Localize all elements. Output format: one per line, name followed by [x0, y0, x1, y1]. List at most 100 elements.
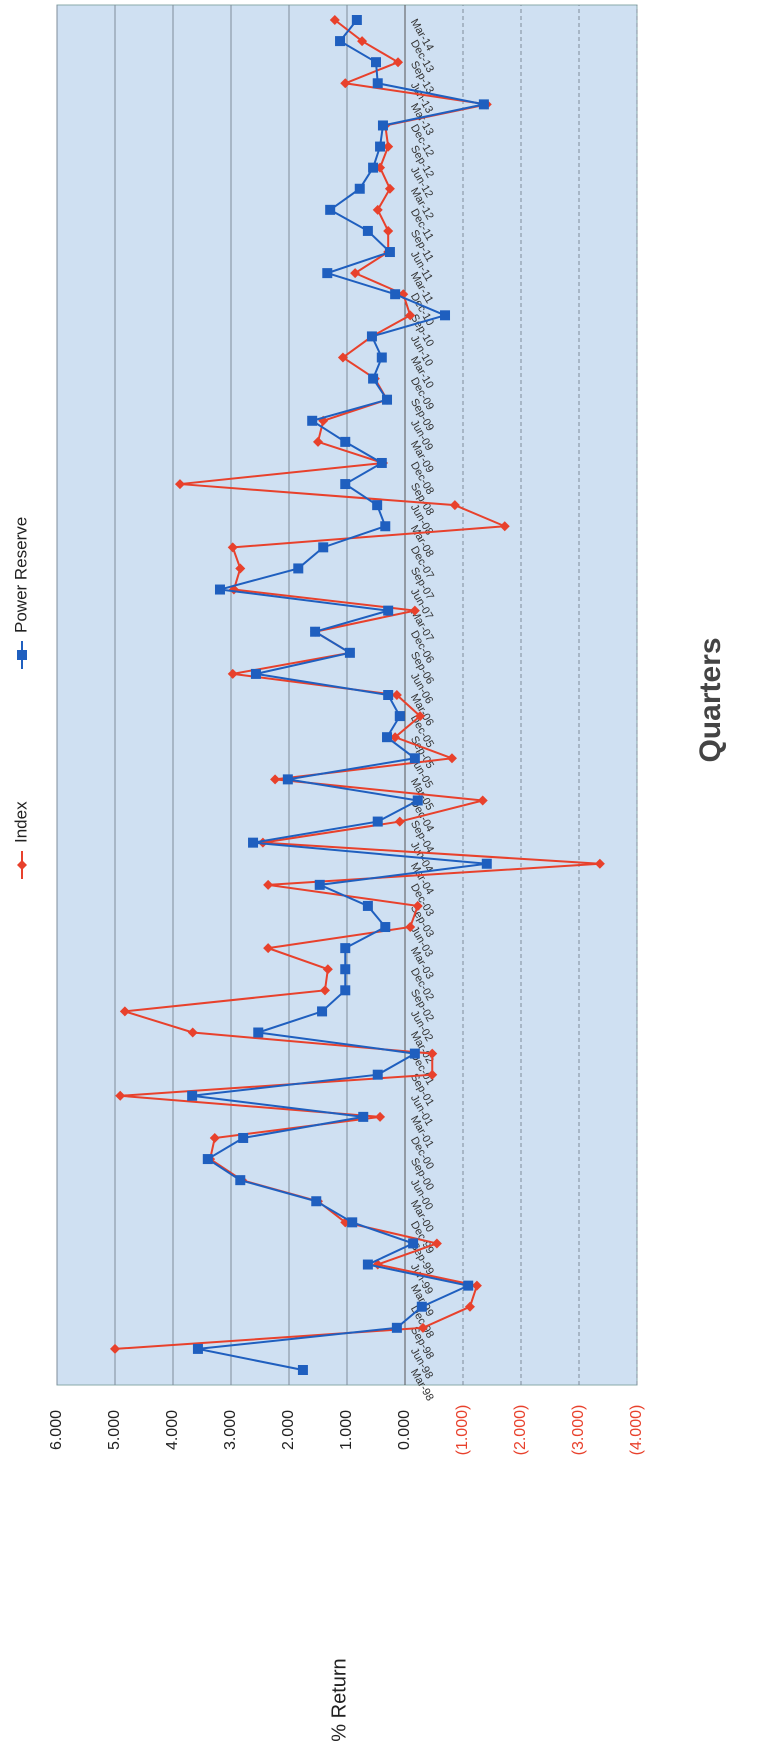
- y-tick-label: 0.000: [396, 1410, 413, 1450]
- point: [329, 15, 340, 25]
- point: [415, 711, 426, 722]
- point: [192, 1343, 203, 1354]
- point: [440, 310, 451, 321]
- point: [227, 542, 238, 553]
- point: [235, 1175, 246, 1186]
- point: [372, 204, 383, 215]
- point: [427, 1069, 438, 1080]
- point: [371, 57, 381, 68]
- point: [340, 78, 351, 89]
- series-line: [114, 19, 600, 1350]
- point: [310, 626, 321, 637]
- point: [340, 985, 351, 996]
- point: [446, 753, 457, 764]
- point: [340, 964, 351, 975]
- point: [394, 816, 405, 827]
- point: [393, 57, 404, 68]
- point: [463, 1280, 474, 1291]
- point: [335, 36, 346, 47]
- y-tick-label: 5.000: [106, 1410, 123, 1450]
- point: [417, 1322, 428, 1333]
- point: [350, 268, 361, 279]
- point: [372, 1069, 383, 1080]
- legend-marker: [17, 860, 27, 870]
- y-tick-label: (1.000): [454, 1405, 471, 1456]
- point: [409, 605, 420, 616]
- point: [362, 900, 373, 911]
- point: [187, 1027, 198, 1038]
- point: [416, 1301, 427, 1312]
- point: [227, 668, 238, 679]
- point: [115, 1090, 126, 1101]
- point: [499, 521, 510, 532]
- point: [471, 1280, 482, 1291]
- point: [383, 225, 394, 236]
- point: [382, 732, 393, 743]
- point: [322, 268, 333, 279]
- point: [375, 141, 386, 152]
- point: [318, 415, 329, 426]
- point: [357, 36, 368, 47]
- point: [372, 78, 383, 89]
- chart-frame: % Return Quarters 6.000 5.000 4.000 3.000 2.…: [11, 4, 727, 1742]
- legend-item: Index: [11, 801, 30, 879]
- point: [412, 900, 423, 911]
- x-axis-title: Quarters: [694, 637, 727, 762]
- point: [383, 141, 394, 152]
- point: [313, 436, 323, 447]
- point: [314, 879, 325, 890]
- y-tick-label: (2.000): [512, 1405, 529, 1456]
- point: [340, 479, 351, 490]
- point: [382, 394, 393, 405]
- y-tick-label: 1.000: [338, 1410, 355, 1450]
- point: [293, 563, 304, 574]
- point: [380, 521, 391, 532]
- point: [405, 922, 416, 933]
- point: [322, 964, 333, 975]
- legend-label: Power Reserve: [11, 517, 30, 633]
- point: [368, 162, 379, 173]
- point: [174, 479, 185, 490]
- point: [270, 774, 281, 785]
- point: [238, 1132, 249, 1143]
- point: [449, 500, 460, 511]
- point: [209, 1132, 220, 1143]
- point: [481, 858, 492, 869]
- point: [368, 373, 379, 384]
- point: [297, 1365, 308, 1375]
- point: [263, 943, 274, 954]
- point: [391, 1322, 402, 1333]
- point: [250, 668, 261, 679]
- point: [318, 542, 329, 553]
- point: [375, 1111, 386, 1122]
- y-tick-label: 6.000: [48, 1410, 65, 1450]
- point: [214, 584, 225, 595]
- point: [319, 985, 330, 996]
- point: [376, 457, 387, 468]
- point: [263, 879, 274, 890]
- point: [366, 331, 377, 342]
- point: [202, 1154, 213, 1165]
- legend-label: Index: [11, 801, 30, 843]
- point: [427, 1048, 438, 1059]
- point: [594, 858, 605, 869]
- point: [384, 183, 395, 194]
- point: [317, 1006, 328, 1017]
- point: [235, 563, 246, 574]
- point: [248, 837, 259, 848]
- y-tick-label: (4.000): [628, 1405, 645, 1456]
- point: [372, 500, 383, 511]
- point: [394, 711, 405, 722]
- point: [307, 415, 318, 426]
- point: [408, 1238, 419, 1249]
- point: [340, 943, 351, 954]
- legend-marker: [17, 650, 27, 660]
- point: [391, 690, 402, 700]
- point: [409, 753, 420, 764]
- point: [187, 1090, 198, 1101]
- point: [390, 289, 401, 300]
- point: [372, 816, 383, 827]
- point: [464, 1301, 475, 1312]
- point: [110, 1343, 120, 1354]
